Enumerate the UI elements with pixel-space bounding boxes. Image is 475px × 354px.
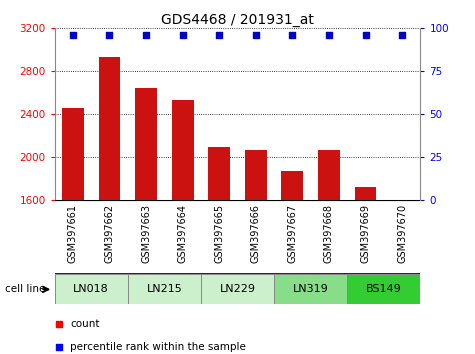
- Point: [179, 32, 186, 38]
- Bar: [128, 274, 201, 304]
- Bar: [347, 274, 420, 304]
- Bar: [55, 274, 128, 304]
- Bar: [274, 274, 347, 304]
- Bar: [281, 171, 304, 200]
- Title: GDS4468 / 201931_at: GDS4468 / 201931_at: [161, 13, 314, 27]
- Bar: [201, 274, 274, 304]
- Point: [252, 32, 259, 38]
- Text: GSM397669: GSM397669: [361, 204, 370, 263]
- Text: GSM397668: GSM397668: [324, 204, 334, 263]
- Bar: [98, 57, 121, 200]
- Text: percentile rank within the sample: percentile rank within the sample: [70, 342, 246, 353]
- Point: [55, 344, 63, 350]
- Text: count: count: [70, 319, 99, 330]
- Bar: [135, 88, 157, 200]
- Text: GSM397664: GSM397664: [178, 204, 188, 263]
- Point: [325, 32, 332, 38]
- Point: [289, 32, 296, 38]
- Bar: [245, 150, 267, 200]
- Text: GSM397661: GSM397661: [68, 204, 78, 263]
- Text: BS149: BS149: [366, 284, 402, 295]
- Bar: [354, 187, 377, 200]
- Text: GSM397665: GSM397665: [214, 204, 224, 263]
- Text: LN018: LN018: [73, 284, 109, 295]
- Point: [362, 32, 370, 38]
- Point: [216, 32, 223, 38]
- Bar: [208, 147, 230, 200]
- Text: GSM397667: GSM397667: [287, 204, 297, 263]
- Bar: [171, 100, 194, 200]
- Bar: [391, 200, 413, 201]
- Bar: [318, 150, 340, 200]
- Text: LN229: LN229: [219, 284, 256, 295]
- Point: [69, 32, 77, 38]
- Point: [105, 32, 113, 38]
- Point: [142, 32, 150, 38]
- Text: LN319: LN319: [293, 284, 329, 295]
- Point: [55, 321, 63, 327]
- Bar: [62, 108, 84, 200]
- Text: GSM397663: GSM397663: [141, 204, 151, 263]
- Text: GSM397670: GSM397670: [397, 204, 407, 263]
- Text: cell line: cell line: [5, 284, 45, 295]
- Text: GSM397666: GSM397666: [251, 204, 261, 263]
- Text: GSM397662: GSM397662: [104, 204, 114, 263]
- Point: [398, 32, 406, 38]
- Text: LN215: LN215: [146, 284, 182, 295]
